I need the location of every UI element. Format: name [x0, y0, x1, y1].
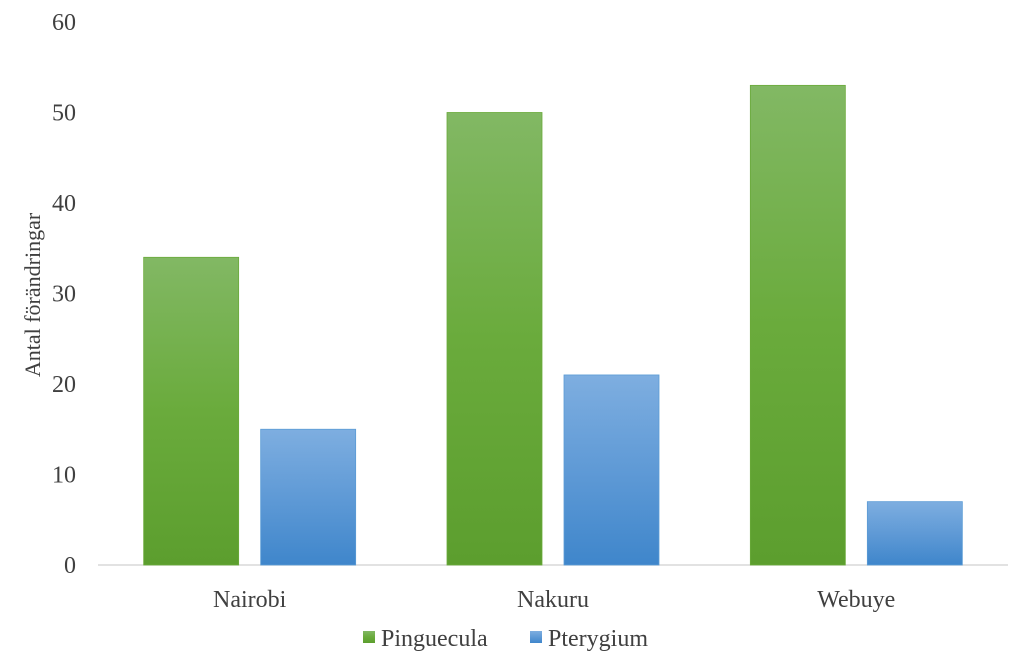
legend: Pinguecula Pterygium [363, 626, 648, 652]
x-tick-label: Nakuru [517, 587, 589, 613]
y-tick-label: 20 [52, 372, 76, 398]
legend-swatch-pterygium [530, 631, 542, 643]
y-tick-label: 40 [52, 191, 76, 217]
x-axis-labels: Nairobi Nakuru Webuye [213, 587, 895, 613]
y-tick-label: 0 [64, 553, 76, 579]
y-axis-ticks: 0 10 20 30 40 50 60 [52, 10, 76, 579]
bar-pinguecula-nairobi [143, 256, 240, 566]
bar-pinguecula-nakuru [446, 112, 543, 566]
legend-label-pterygium: Pterygium [548, 626, 648, 652]
legend-label-pinguecula: Pinguecula [381, 626, 488, 652]
bars-group [143, 84, 963, 566]
y-tick-label: 50 [52, 101, 76, 127]
x-tick-label: Webuye [817, 587, 895, 613]
y-axis-title: Antal förändringar [20, 212, 45, 377]
bar-pterygium-nairobi [260, 428, 357, 566]
y-tick-label: 60 [52, 10, 76, 36]
bar-pinguecula-webuye [749, 84, 846, 566]
y-tick-label: 10 [52, 463, 76, 489]
bar-pterygium-nakuru [563, 374, 660, 566]
x-tick-label: Nairobi [213, 587, 287, 613]
y-tick-label: 30 [52, 282, 76, 308]
legend-swatch-pinguecula [363, 631, 375, 643]
bar-pterygium-webuye [866, 501, 963, 566]
